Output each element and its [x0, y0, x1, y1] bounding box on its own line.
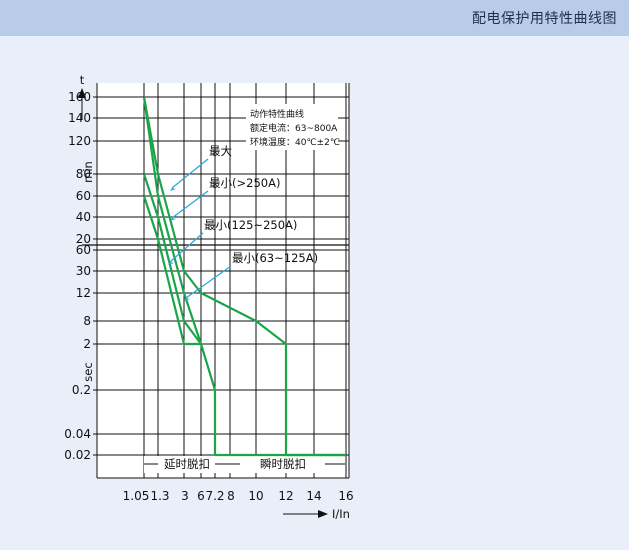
x-tick-8: 8 — [227, 489, 235, 503]
y-tick-min-140: 140 — [68, 111, 91, 125]
x-tick-7.2: 7.2 — [205, 489, 224, 503]
zone-label-delay: 延时脱扣 — [164, 457, 210, 471]
y-tick-min-80: 80 — [76, 167, 91, 181]
y-tick-min-60: 60 — [76, 189, 91, 203]
series-pointer-line-2 — [169, 232, 204, 263]
y-tick-min-40: 40 — [76, 210, 91, 224]
y-tick-sec-60: 60 — [76, 243, 91, 257]
series-pointer-head-3 — [184, 298, 190, 301]
y-tick-sec-12: 12 — [76, 286, 91, 300]
series-pointer-line-1 — [171, 190, 209, 219]
y-tick-sec-0.2: 0.2 — [72, 383, 91, 397]
header-bar: 配电保护用特性曲线图 — [0, 0, 629, 36]
x-tick-12: 12 — [278, 489, 293, 503]
x-axis-label: I/In — [332, 507, 350, 521]
y-tick-sec-8: 8 — [83, 314, 91, 328]
curve-0 — [142, 96, 346, 457]
series-label-1: 最小(>250A) — [209, 176, 280, 190]
curve-2 — [142, 173, 202, 345]
series-pointer-head-2 — [168, 262, 174, 265]
series-pointer-head-0 — [170, 188, 176, 191]
series-label-3: 最小(63~125A) — [232, 251, 318, 265]
curve-3 — [142, 195, 201, 346]
x-tick-6: 6 — [197, 489, 205, 503]
y-tick-min-20: 20 — [76, 232, 91, 246]
y-tick-sec-2: 2 — [83, 337, 91, 351]
y-tick-sec-0.04: 0.04 — [64, 427, 91, 441]
series-label-0: 最大 — [209, 144, 232, 158]
x-axis-arrow-head — [318, 510, 328, 518]
series-pointer-line-3 — [185, 265, 232, 299]
x-tick-14: 14 — [306, 489, 321, 503]
y-unit-sec: sec — [81, 362, 95, 381]
zone-label-instant: 瞬时脱扣 — [260, 457, 306, 471]
series-pointer-head-1 — [170, 218, 176, 221]
x-tick-3: 3 — [181, 489, 189, 503]
x-tick-16: 16 — [338, 489, 353, 503]
x-tick-10: 10 — [248, 489, 263, 503]
series-label-2: 最小(125~250A) — [204, 218, 297, 232]
x-tick-1.05: 1.05 — [123, 489, 150, 503]
y-axis-symbol: t — [80, 73, 85, 87]
y-tick-sec-0.02: 0.02 — [64, 448, 91, 462]
labels: 16014012080604020603012820.20.040.02tmin… — [64, 73, 353, 521]
y-tick-sec-30: 30 — [76, 264, 91, 278]
y-tick-min-160: 160 — [68, 90, 91, 104]
page-title: 配电保护用特性曲线图 — [472, 11, 617, 27]
curves — [142, 96, 346, 457]
x-tick-1.3: 1.3 — [150, 489, 169, 503]
y-tick-min-120: 120 — [68, 134, 91, 148]
series-pointer-line-0 — [171, 158, 209, 189]
grid-lines — [78, 83, 350, 518]
info-box-line-2: 环境温度：40℃±2℃ — [250, 136, 340, 148]
info-box-background — [246, 104, 338, 150]
y-axis-arrow-head — [78, 88, 86, 98]
y-unit-min: min — [81, 161, 95, 183]
zone-band-background — [144, 456, 345, 473]
info-box-line-0: 动作特性曲线 — [250, 108, 304, 120]
info-box-line-1: 额定电流：63~800A — [250, 122, 338, 134]
